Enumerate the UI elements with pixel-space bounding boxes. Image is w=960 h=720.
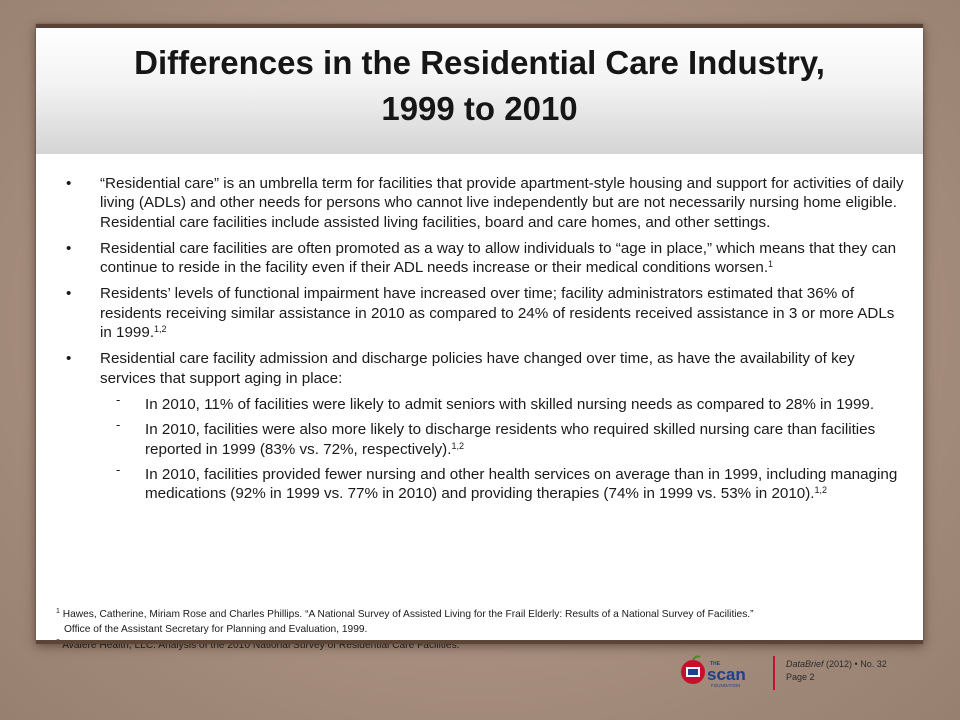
sub-bullet-item: - In 2010, 11% of facilities were likely…	[64, 392, 909, 414]
sub-bullet-dash: -	[116, 417, 121, 433]
bullet-item: • Residents’ levels of functional impair…	[64, 284, 909, 342]
bullet-dot: •	[66, 285, 72, 303]
footnote-1: 1 Hawes, Catherine, Miriam Rose and Char…	[56, 607, 916, 622]
bullet-list: • “Residential care” is an umbrella term…	[64, 174, 909, 509]
footnote-number: 1	[56, 608, 60, 615]
sub-bullet-dash: -	[116, 461, 121, 477]
slide-bottom-rule	[36, 640, 923, 644]
citation-sup: 1,2	[451, 440, 464, 451]
bullet-dot: •	[66, 175, 72, 192]
footnote-1-continued: Office of the Assistant Secretary for Pl…	[64, 624, 368, 636]
logo-the-text: THE	[710, 661, 721, 667]
sub-bullet-text: In 2010, 11% of facilities were likely t…	[145, 395, 875, 413]
title-band: Differences in the Residential Care Indu…	[36, 28, 923, 154]
slide: Differences in the Residential Care Indu…	[36, 24, 923, 651]
apple-logo-core	[688, 669, 698, 675]
footer-info: DataBrief (2012) • No. 32 Page 2	[786, 658, 887, 684]
bullet-text: Residential care facility admission and …	[100, 350, 855, 387]
bullet-item: • “Residential care” is an umbrella term…	[64, 174, 909, 232]
title-top-rule	[36, 24, 923, 28]
sub-bullet-item: - In 2010, facilities were also more lik…	[64, 417, 909, 459]
footnote-text: Hawes, Catherine, Miriam Rose and Charle…	[62, 609, 754, 620]
sub-bullet-dash: -	[116, 391, 121, 407]
bullet-dot: •	[66, 239, 72, 257]
footer-page-number: Page 2	[786, 672, 815, 682]
sub-bullet-text: In 2010, facilities provided fewer nursi…	[145, 465, 898, 503]
citation-sup: 1,2	[154, 324, 167, 335]
slide-title: Differences in the Residential Care Indu…	[36, 40, 923, 132]
footnote-text: Avalere Health, LLC. Analysis of the 201…	[62, 639, 460, 651]
bullet-text: “Residential care” is an umbrella term f…	[100, 175, 904, 231]
footnotes: 1 Hawes, Catherine, Miriam Rose and Char…	[56, 607, 916, 653]
citation-sup: 1,2	[814, 485, 828, 496]
bullet-item: • Residential care facilities are often …	[64, 239, 909, 278]
logo-scan-text: scan	[707, 665, 746, 684]
bullet-text: Residents’ levels of functional impairme…	[100, 285, 895, 342]
footer-databrief-line: DataBrief (2012) • No. 32	[786, 658, 887, 671]
bullet-text: Residential care facilities are often pr…	[100, 239, 897, 277]
databrief-year-number: (2012) • No. 32	[823, 659, 887, 669]
scan-foundation-logo: THE scan FOUNDATION	[681, 655, 746, 688]
sub-bullet-item: - In 2010, facilities provided fewer nur…	[64, 462, 909, 504]
sub-bullet-text: In 2010, facilities were also more likel…	[145, 421, 876, 458]
logo-foundation-text: FOUNDATION	[711, 683, 740, 688]
bullet-item: • Residential care facility admission an…	[64, 349, 909, 388]
title-line-2: 1999 to 2010	[381, 90, 578, 127]
apple-leaf-icon	[692, 655, 701, 661]
bullet-dot: •	[66, 350, 72, 368]
databrief-label: DataBrief	[786, 659, 824, 669]
title-line-1: Differences in the Residential Care Indu…	[134, 44, 825, 81]
footer-divider	[773, 656, 775, 690]
citation-sup: 1	[768, 259, 774, 270]
